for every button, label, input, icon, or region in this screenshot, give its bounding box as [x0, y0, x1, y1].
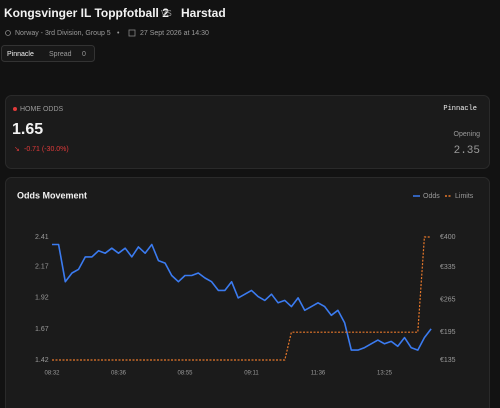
card-bookmaker: Pinnacle [443, 105, 477, 113]
x-tick-label: 11:36 [311, 371, 326, 377]
home-team: Kongsvinger IL Toppfotball 2 [4, 6, 169, 20]
away-team: Harstad [181, 6, 226, 20]
separator: • [117, 30, 120, 37]
x-tick-label: 09:11 [244, 371, 259, 377]
odds-change: -0.71 (-30.0%) [24, 146, 69, 153]
legend-label: Limits [455, 193, 474, 200]
series-line [52, 243, 432, 351]
y-tick-label: 1.42 [35, 357, 49, 364]
y-tick-label: 1.92 [35, 295, 49, 302]
current-odds: 1.65 [12, 121, 43, 138]
y2-tick-label: €335 [440, 264, 456, 271]
y-tick-label: 2.17 [35, 264, 49, 271]
status-dot [13, 107, 17, 111]
x-tick-label: 08:32 [44, 371, 60, 377]
trend-icon: ↘ [14, 146, 20, 153]
line-filter[interactable]: 0 [82, 51, 86, 58]
calendar-icon [128, 29, 136, 37]
odds-label: HOME ODDS [20, 106, 64, 113]
bookmaker-filter[interactable]: Pinnacle [7, 51, 34, 58]
x-tick-label: 13:25 [377, 371, 393, 377]
y2-tick-label: €195 [440, 329, 456, 336]
opening-odds: 2.35 [454, 145, 480, 157]
y2-tick-label: €265 [440, 297, 456, 304]
opening-label: Opening [454, 131, 481, 138]
y-tick-label: 2.41 [35, 234, 49, 241]
x-tick-label: 08:36 [111, 371, 127, 377]
y2-tick-label: €135 [440, 357, 456, 364]
league: Norway - 3rd Division, Group 5 [15, 30, 111, 37]
vs: VS [161, 9, 172, 18]
y2-tick-label: €400 [440, 234, 456, 241]
series-line [52, 236, 432, 361]
y-tick-label: 1.67 [35, 326, 49, 333]
datetime: 27 Sept 2026 at 14:30 [140, 30, 209, 37]
x-tick-label: 08:55 [177, 371, 193, 377]
odds-card [5, 95, 490, 169]
market-filter[interactable]: Spread [49, 51, 72, 58]
filter-chip[interactable] [1, 45, 95, 62]
chart-title: Odds Movement [17, 190, 87, 200]
legend-label: Odds [423, 193, 440, 200]
location-icon [5, 30, 11, 36]
